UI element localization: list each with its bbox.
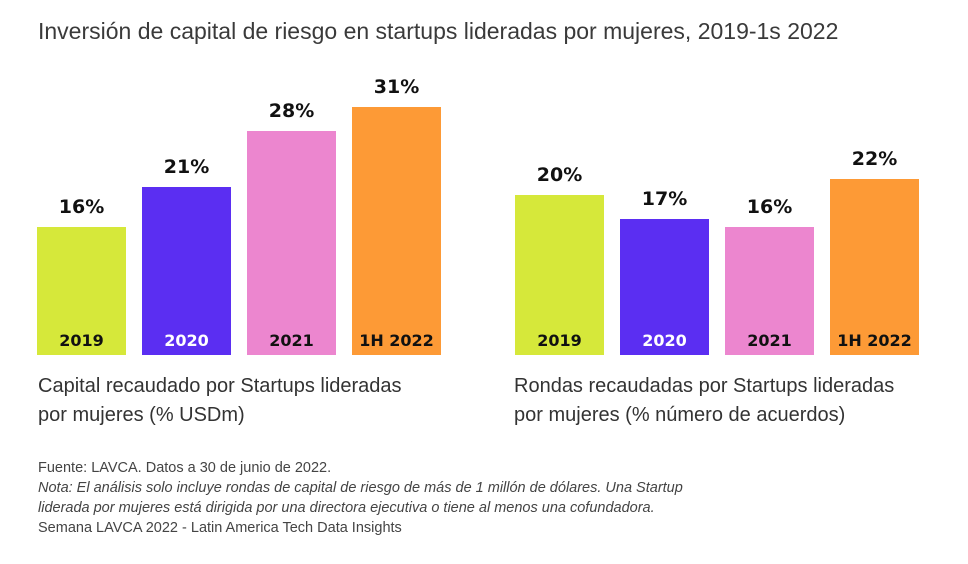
value-label-1h-2022: 31%	[374, 76, 419, 98]
value-label-1h-2022: 22%	[852, 148, 897, 170]
value-label-2019: 16%	[59, 196, 104, 218]
value-label-2020: 17%	[642, 188, 687, 210]
category-label-2020: 2020	[642, 331, 687, 350]
bar-2021	[247, 131, 336, 355]
caption-line: Capital recaudado por Startups lideradas	[38, 375, 402, 397]
bar-1h-2022	[352, 107, 441, 355]
source-note: Fuente: LAVCA. Datos a 30 de junio de 20…	[38, 460, 332, 476]
chart-title: Inversión de capital de riesgo en startu…	[38, 18, 839, 44]
bar-2020	[142, 187, 231, 355]
category-label-2021: 2021	[747, 331, 792, 350]
value-label-2019: 20%	[537, 164, 582, 186]
category-label-2020: 2020	[164, 331, 209, 350]
chart-caption-capital: Capital recaudado por Startups lideradas…	[38, 372, 478, 430]
chart-caption-rondas: Rondas recaudadas por Startups lideradas…	[514, 372, 954, 430]
caption-line: por mujeres (% USDm)	[38, 404, 245, 426]
value-label-2020: 21%	[164, 156, 209, 178]
methodology-note: Nota: El análisis solo incluye rondas de…	[38, 480, 683, 496]
category-label-1h-2022: 1H 2022	[837, 331, 912, 350]
bar-2019	[37, 227, 126, 355]
category-label-2019: 2019	[59, 331, 104, 350]
bar-1h-2022	[830, 179, 919, 355]
bar-2021	[725, 227, 814, 355]
bar-2019	[515, 195, 604, 355]
caption-line: por mujeres (% número de acuerdos)	[514, 404, 846, 426]
chart-rondas: 20% 2019 17% 2020 16% 2021 22% 1H 2022	[515, 148, 919, 355]
footnotes: Fuente: LAVCA. Datos a 30 de junio de 20…	[38, 458, 683, 538]
category-label-1h-2022: 1H 2022	[359, 331, 434, 350]
credit-note: Semana LAVCA 2022 - Latin America Tech D…	[38, 520, 402, 536]
value-label-2021: 16%	[747, 196, 792, 218]
bar-2020	[620, 219, 709, 355]
chart-capital: 16% 2019 21% 2020 28% 2021 31% 1H 2022	[37, 76, 441, 355]
category-label-2021: 2021	[269, 331, 314, 350]
category-label-2019: 2019	[537, 331, 582, 350]
value-label-2021: 28%	[269, 100, 314, 122]
caption-line: Rondas recaudadas por Startups lideradas	[514, 375, 895, 397]
methodology-note: liderada por mujeres está dirigida por u…	[38, 500, 655, 516]
